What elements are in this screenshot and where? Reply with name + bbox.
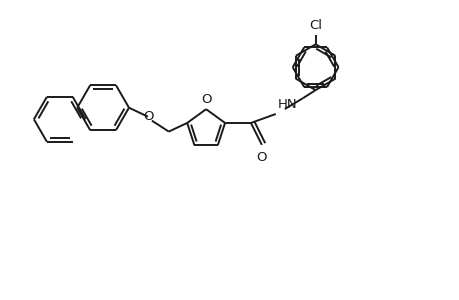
Text: O: O: [143, 110, 154, 123]
Text: O: O: [201, 93, 211, 106]
Text: O: O: [256, 151, 267, 164]
Text: HN: HN: [277, 98, 297, 111]
Text: Cl: Cl: [308, 20, 321, 32]
